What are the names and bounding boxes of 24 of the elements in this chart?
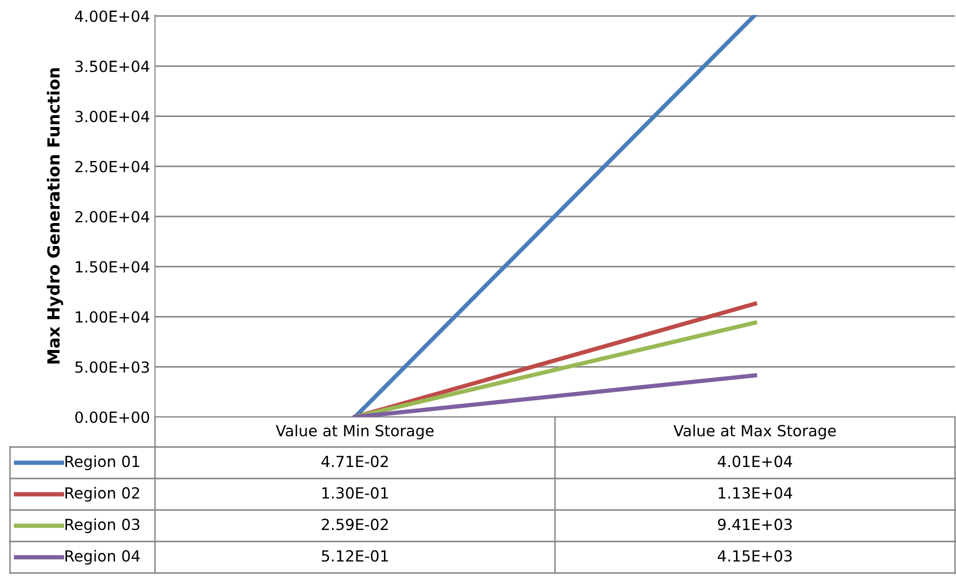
y-tick-label: 2.00E+04 xyxy=(75,210,150,223)
x-tick-label: Value at Max Storage xyxy=(674,424,836,440)
data-label: 1.13E+04 xyxy=(718,487,792,499)
legend-label: Region 04 xyxy=(66,550,140,565)
legend-label: Region 01 xyxy=(66,455,140,470)
data-label: 4.01E+04 xyxy=(718,456,792,468)
y-tick-label: 1.50E+04 xyxy=(76,261,150,273)
y-tick-label: 4.00E+04 xyxy=(74,10,150,22)
y-tick-label: 3.50E+04 xyxy=(75,60,150,72)
y-tick-label: 0.00E+00 xyxy=(75,411,150,424)
data-label: 1.30E-01 xyxy=(322,487,388,499)
y-tick-label: 2.50E+04 xyxy=(75,160,150,172)
legend-label: Region 02 xyxy=(66,486,140,502)
data-label: 4.15E+03 xyxy=(718,550,792,562)
legend-label: Region 03 xyxy=(66,518,140,534)
data-label: 2.59E-02 xyxy=(322,518,388,530)
y-tick-label: 3.00E+04 xyxy=(75,110,150,122)
data-label: 5.12E-01 xyxy=(322,550,388,562)
y-tick-label: 1.00E+04 xyxy=(76,311,150,323)
y-axis-title: Max Hydro Generation Function xyxy=(46,68,64,364)
data-label: 9.41E+03 xyxy=(718,518,792,530)
x-tick-label: Value at Min Storage xyxy=(276,424,434,440)
y-tick-label: 5.00E+03 xyxy=(75,361,149,373)
data-label: 4.71E-02 xyxy=(321,456,388,468)
